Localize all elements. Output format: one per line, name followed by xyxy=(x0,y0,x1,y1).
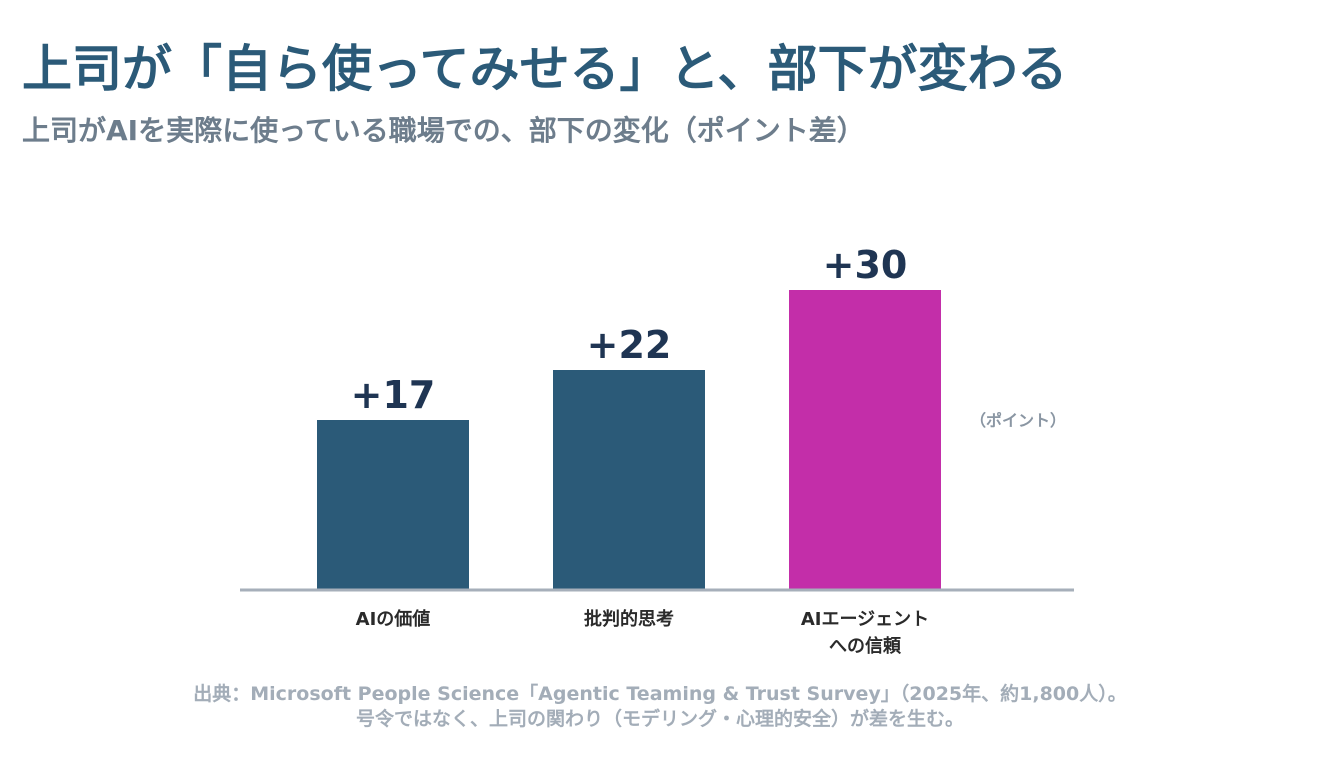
source-footnote: 出典：Microsoft People Science「Agentic Team… xyxy=(0,682,1320,731)
page-title: 上司が「自ら使ってみせる」と、部下が変わる xyxy=(22,40,1068,98)
category-labels-group: AIの価値 批判的思考 AIエージェントへの信頼 xyxy=(356,608,929,657)
footnote-source-line: 出典：Microsoft People Science「Agentic Team… xyxy=(193,683,1127,705)
category-label-line: への信頼 xyxy=(829,635,902,657)
bar-value-label: +30 xyxy=(823,243,908,287)
category-label-line: AIエージェント xyxy=(801,609,929,630)
category-label: 批判的思考 xyxy=(584,608,674,630)
category-label-line: AIの価値 xyxy=(356,608,431,630)
category-label: AIの価値 xyxy=(356,608,431,630)
bars-group: +17 +22 +30 xyxy=(317,243,941,590)
bar xyxy=(553,370,705,590)
unit-label: （ポイント） xyxy=(970,411,1066,430)
page-subtitle: 上司がAIを実際に使っている職場での、部下の変化（ポイント差） xyxy=(22,114,865,147)
bar xyxy=(789,290,941,590)
bar xyxy=(317,420,469,590)
footnote-note-line: 号令ではなく、上司の関わり（モデリング・心理的安全）が差を生む。 xyxy=(355,707,964,730)
bar-value-label: +22 xyxy=(587,323,672,367)
bar-value-label: +17 xyxy=(351,373,436,417)
category-label-line: 批判的思考 xyxy=(584,608,674,630)
category-label: AIエージェントへの信頼 xyxy=(801,609,929,657)
